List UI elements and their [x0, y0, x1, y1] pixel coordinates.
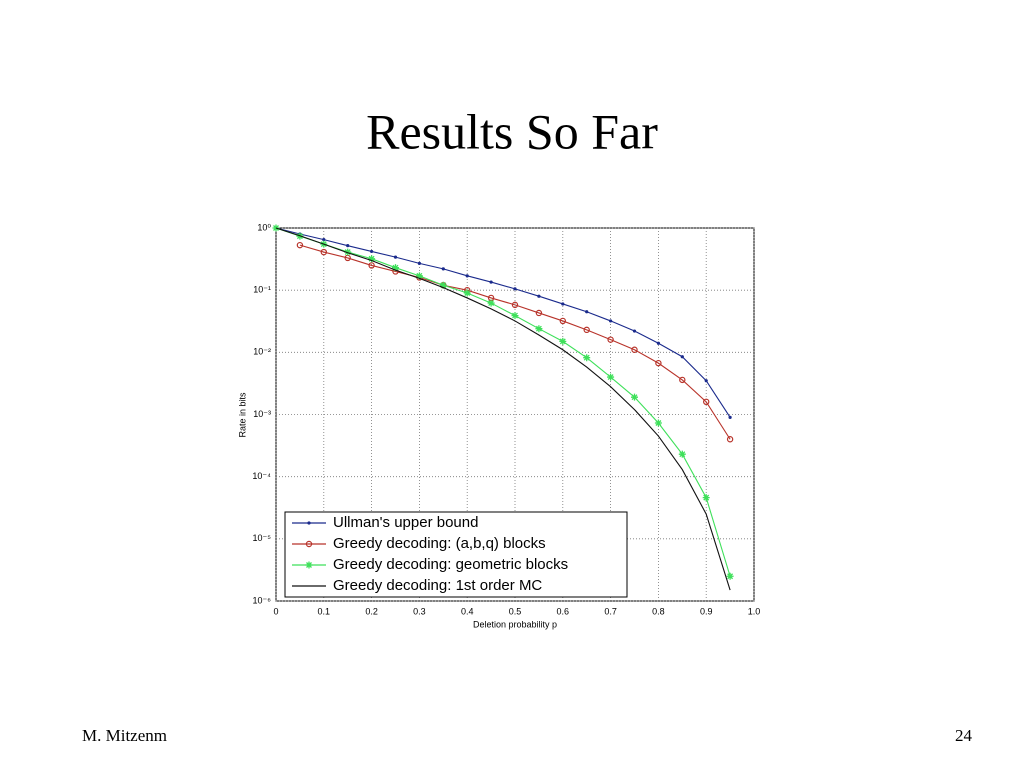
legend-label: Ullman's upper bound — [333, 514, 478, 531]
marker — [535, 309, 543, 317]
marker — [631, 346, 638, 353]
marker — [655, 359, 662, 367]
y-tick-label: 10⁻² — [253, 347, 271, 357]
marker — [585, 310, 589, 314]
marker — [296, 241, 304, 249]
marker — [322, 238, 326, 242]
marker — [487, 299, 495, 307]
marker — [678, 450, 686, 458]
x-tick-label: 0.3 — [413, 606, 426, 616]
marker — [368, 255, 376, 263]
marker — [305, 540, 313, 548]
marker — [726, 572, 734, 580]
y-tick-label: 10⁻⁵ — [253, 533, 272, 543]
marker — [583, 354, 591, 362]
x-axis-label: Deletion probability p — [473, 619, 557, 629]
y-tick-label: 10⁻¹ — [253, 285, 271, 295]
marker — [535, 325, 543, 333]
y-tick-label: 10⁻⁶ — [253, 595, 272, 605]
legend-label: Greedy decoding: (a,b,q) blocks — [333, 535, 546, 552]
marker — [370, 249, 374, 254]
marker — [346, 244, 350, 248]
page-number: 24 — [955, 726, 973, 745]
marker — [320, 248, 327, 256]
marker — [679, 376, 686, 384]
plot — [272, 224, 734, 591]
marker — [559, 337, 567, 345]
marker — [559, 317, 567, 325]
y-tick-label: 10⁰ — [257, 222, 271, 232]
series-line — [299, 244, 731, 440]
marker — [703, 398, 710, 406]
x-tick-label: 1.0 — [748, 606, 761, 616]
marker — [726, 436, 734, 443]
marker — [463, 289, 471, 297]
legend-box — [284, 511, 628, 598]
x-tick-label: 0.9 — [700, 606, 713, 616]
legend: Ullman's upper bound Greedy decoding: (a,… — [284, 511, 628, 598]
series-line — [275, 227, 731, 577]
x-tick-label: 0.2 — [365, 606, 378, 616]
marker — [561, 302, 565, 306]
x-tick-label: 0.6 — [557, 606, 570, 616]
slide-title: Results So Far — [366, 103, 658, 159]
marker — [393, 255, 398, 259]
marker — [607, 373, 615, 381]
marker — [344, 248, 352, 256]
marker — [307, 521, 311, 525]
x-tick-label: 0.5 — [509, 606, 522, 616]
x-tick-label: 0.8 — [652, 606, 665, 616]
marker — [465, 274, 469, 278]
series-line — [275, 227, 731, 591]
x-tick-label: 0.7 — [604, 606, 617, 616]
marker — [513, 287, 517, 291]
marker — [511, 301, 519, 309]
marker — [631, 393, 638, 401]
marker — [656, 341, 661, 345]
marker — [368, 262, 375, 269]
y-axis-label: Rate in bits — [237, 392, 247, 438]
marker — [415, 272, 423, 280]
marker — [609, 319, 613, 323]
x-tick-label: 0.1 — [318, 606, 331, 616]
y-tick-label: 10⁻⁴ — [252, 471, 271, 481]
marker — [489, 280, 493, 284]
legend-label: Greedy decoding: 1st order MC — [333, 577, 542, 594]
legend-label: Greedy decoding: geometric blocks — [333, 556, 568, 573]
marker — [439, 281, 447, 289]
y-tick-label: 10⁻³ — [253, 409, 271, 419]
marker — [607, 336, 614, 343]
marker — [728, 415, 732, 419]
marker — [441, 267, 445, 271]
x-tick-label: 0 — [273, 606, 278, 616]
marker — [632, 329, 637, 333]
marker — [537, 294, 541, 298]
marker — [654, 419, 662, 427]
marker — [680, 355, 684, 359]
marker — [704, 379, 708, 383]
series-line — [275, 227, 731, 418]
x-tick-label: 0.4 — [461, 606, 474, 616]
marker — [702, 494, 710, 502]
marker — [583, 326, 590, 334]
marker — [305, 561, 313, 569]
grid: 0 0.1 0.2 0.3 0.4 0.5 0.6 0.7 0.8 0.9 1.0 10⁻⁶ 10⁻⁵ 1… — [252, 222, 760, 616]
author: M. Mitzenm — [82, 726, 167, 745]
marker — [392, 264, 399, 272]
marker — [417, 261, 421, 265]
marker — [511, 312, 519, 320]
